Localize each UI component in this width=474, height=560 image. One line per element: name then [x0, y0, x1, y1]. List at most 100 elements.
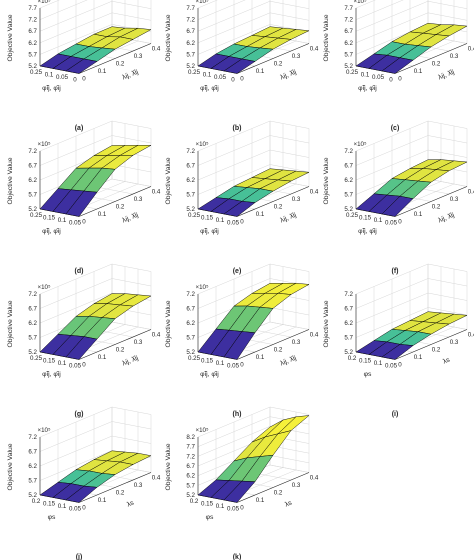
z-tick-label: 5.2 [186, 206, 195, 213]
z-tick-label: 6.2 [186, 40, 195, 47]
gridline [355, 263, 468, 295]
z-exponent-label: ×10⁵ [37, 427, 50, 434]
z-axis-label: Objective Value [323, 300, 330, 347]
z-tick-label: 7.2 [344, 17, 353, 24]
x-tick-label: 0.25 [188, 69, 201, 76]
y-tick-label: 0.1 [414, 211, 423, 218]
z-tick-label: 6.7 [186, 163, 195, 170]
gridline [355, 0, 404, 20]
x-tick-label: 0.1 [374, 217, 383, 224]
y-axis-line [394, 329, 468, 360]
y-tick-label: 0 [398, 76, 402, 83]
y-tick-label: 0.1 [256, 68, 265, 75]
surface-face [381, 344, 414, 360]
y-tick-label: 0 [240, 505, 244, 512]
gridline [197, 135, 310, 166]
gridline [251, 329, 292, 338]
z-tick-label: 7.7 [344, 5, 353, 12]
x-tick-label: 0.05 [69, 506, 82, 513]
x-tick-label: 0.05 [214, 74, 227, 81]
y-tick-label: 0.3 [134, 53, 143, 60]
x-axis-label: φ̃ij, φ̂ij [42, 85, 61, 92]
z-axis-label: Objective Value [7, 14, 14, 61]
y-tick-label: 0.4 [468, 46, 474, 53]
y-axis-line [78, 186, 152, 217]
z-tick-label: 6.7 [344, 28, 353, 35]
z-tick-label: 5.2 [344, 63, 353, 70]
y-tick-label: 0.3 [292, 53, 301, 60]
x-tick-label: 0 [231, 77, 235, 84]
x-tick-label: 0.1 [58, 217, 67, 224]
y-tick-label: 0.4 [310, 189, 319, 196]
z-tick-label: 5.2 [344, 349, 353, 356]
x-axis-label: φs [206, 514, 214, 521]
z-tick-label: 6.7 [28, 449, 37, 456]
y-tick-label: 0.3 [450, 339, 459, 346]
y-tick-label: 0.2 [116, 61, 125, 68]
y-tick-label: 0.1 [256, 354, 265, 361]
z-tick-label: 5.2 [28, 206, 37, 213]
y-tick-label: 0.1 [414, 354, 423, 361]
x-tick-label: 0.2 [32, 498, 41, 505]
panel-caption: (f) [392, 268, 399, 275]
y-tick-label: 0.4 [152, 46, 161, 53]
z-tick-label: 5.2 [344, 206, 353, 213]
y-axis-label: λij, λ̂ij [279, 355, 297, 368]
y-tick-label: 0 [240, 76, 244, 83]
y-tick-label: 0.2 [116, 204, 125, 211]
gridline [111, 321, 152, 330]
z-tick-label: 5.2 [28, 63, 37, 70]
x-tick-label: 0.05 [385, 363, 398, 370]
y-tick-label: 0.2 [274, 61, 283, 68]
x-tick-label: 0.05 [227, 506, 240, 513]
z-tick-label: 7.2 [28, 148, 37, 155]
surface-plot-i: 5.25.76.26.77.20.2 0.15 0.1 0.05 00.10.20.30… [323, 263, 474, 418]
x-axis-label: φ̃ij, φ̂ij [42, 371, 61, 378]
z-axis-label: Objective Value [323, 14, 330, 61]
y-axis-line [78, 472, 152, 503]
surface-face [223, 201, 256, 217]
y-tick-label: 0.3 [292, 482, 301, 489]
y-tick-label: 0.3 [450, 196, 459, 203]
surface-face [223, 331, 256, 360]
surface-face [381, 195, 414, 217]
gridline [39, 421, 152, 452]
y-axis-label: λij, λ̂ij [279, 69, 297, 82]
z-tick-label: 6.2 [344, 40, 353, 47]
y-axis-label: λij, λ̂ij [437, 69, 455, 82]
y-tick-label: 0 [398, 219, 402, 226]
y-axis-line [236, 43, 310, 74]
x-tick-label: 0.1 [45, 72, 54, 79]
gridline [197, 0, 218, 9]
x-tick-label: 0.15 [43, 501, 56, 508]
z-tick-label: 7.2 [186, 453, 195, 460]
x-tick-label: 0.1 [374, 360, 383, 367]
surface-plot-e: 5.25.76.26.77.20.25 0.15 0.1 0.05 00.10.20.3… [165, 120, 319, 275]
y-tick-label: 0.2 [116, 347, 125, 354]
z-axis-label: Objective Value [165, 157, 172, 204]
z-tick-label: 5.2 [28, 492, 37, 499]
surface-plot-k: 5.25.76.26.77.27.78.20.2 0.15 0.1 0.05 00.10… [165, 406, 319, 560]
z-exponent-label: ×10⁵ [195, 0, 208, 5]
z-tick-label: 6.7 [344, 163, 353, 170]
y-axis-label: λij, λ̂ij [279, 212, 297, 225]
z-tick-label: 5.7 [186, 482, 195, 489]
x-axis-label: φ̃ij, φ̂ij [358, 85, 377, 92]
y-axis-label: λs [442, 356, 451, 365]
z-tick-label: 7.2 [28, 17, 37, 24]
x-tick-label: 0.1 [361, 72, 370, 79]
x-tick-label: 0.05 [69, 363, 82, 370]
x-axis-label: φ̃ij, φ̂ij [200, 85, 219, 92]
x-axis-label: φ̃ij, φ̂ij [200, 371, 219, 378]
y-tick-label: 0.4 [468, 332, 474, 339]
gridline [39, 263, 152, 295]
gridline [269, 464, 310, 473]
surface-plot-j: 5.25.76.26.77.20.2 0.15 0.1 0.05 00.10.20.30… [7, 406, 161, 560]
gridline [39, 0, 88, 20]
z-exponent-label: ×10⁵ [353, 141, 366, 148]
y-axis-label: λij, λ̂ij [121, 355, 139, 368]
z-exponent-label: ×10⁵ [37, 0, 50, 5]
z-tick-label: 7.2 [186, 148, 195, 155]
panel-caption: (c) [391, 125, 400, 132]
z-tick-label: 6.2 [344, 177, 353, 184]
